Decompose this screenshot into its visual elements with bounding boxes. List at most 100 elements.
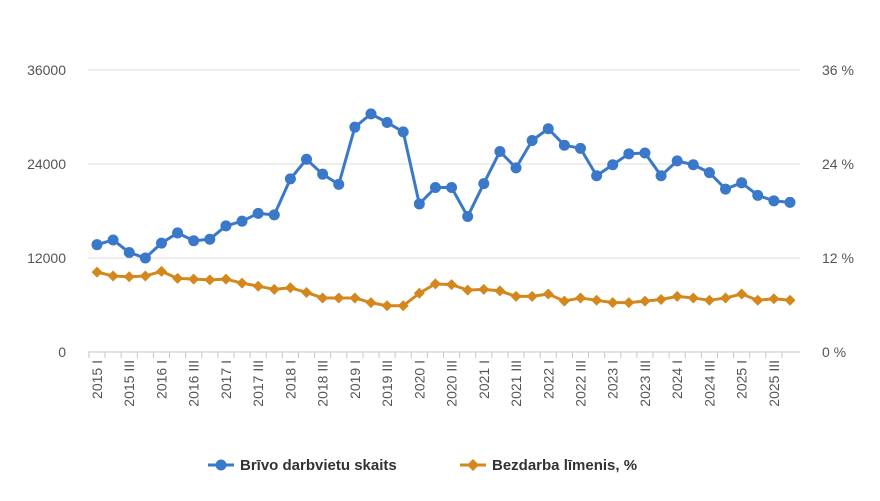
data-point-vacancies[interactable] — [526, 135, 538, 146]
x-axis-tick-label: 2019 I — [347, 360, 363, 399]
data-point-vacancies[interactable] — [478, 178, 490, 190]
data-point-unemployment[interactable] — [703, 294, 715, 306]
data-point-vacancies[interactable] — [784, 196, 796, 208]
data-point-unemployment[interactable] — [397, 300, 409, 312]
legend-label-vacancies: Brīvo darbvietu skaits — [240, 457, 397, 474]
data-point-unemployment[interactable] — [639, 295, 651, 307]
data-point-unemployment[interactable] — [429, 278, 441, 290]
data-point-unemployment[interactable] — [107, 270, 119, 282]
data-point-vacancies[interactable] — [284, 173, 296, 185]
data-point-vacancies[interactable] — [268, 209, 280, 221]
right-axis-tick-label: 24 % — [822, 156, 854, 172]
data-point-vacancies[interactable] — [462, 210, 474, 222]
data-point-unemployment[interactable] — [655, 294, 667, 306]
data-point-vacancies[interactable] — [91, 239, 103, 251]
data-point-unemployment[interactable] — [155, 265, 167, 277]
data-point-vacancies[interactable] — [365, 108, 377, 120]
data-point-vacancies[interactable] — [607, 159, 619, 171]
data-point-vacancies[interactable] — [252, 207, 264, 219]
data-point-vacancies[interactable] — [317, 168, 329, 180]
data-point-unemployment[interactable] — [526, 290, 538, 302]
data-point-unemployment[interactable] — [574, 292, 586, 304]
data-point-unemployment[interactable] — [784, 294, 796, 306]
data-point-unemployment[interactable] — [671, 290, 683, 302]
data-point-vacancies[interactable] — [623, 148, 635, 160]
data-point-vacancies[interactable] — [542, 123, 554, 135]
data-point-unemployment[interactable] — [413, 287, 425, 299]
data-point-unemployment[interactable] — [188, 273, 200, 285]
data-point-vacancies[interactable] — [655, 170, 667, 182]
data-point-unemployment[interactable] — [284, 282, 296, 294]
data-point-vacancies[interactable] — [446, 182, 458, 193]
data-point-unemployment[interactable] — [768, 293, 780, 305]
data-point-vacancies[interactable] — [123, 247, 135, 259]
data-point-unemployment[interactable] — [123, 271, 135, 283]
data-point-vacancies[interactable] — [752, 189, 764, 201]
data-point-unemployment[interactable] — [478, 283, 490, 295]
x-axis-tick-label: 2016 I — [153, 360, 169, 399]
data-point-unemployment[interactable] — [268, 283, 280, 295]
x-axis: 2015 I 2015 III 2016 I 2016 III 2017 I 2017 I… — [88, 351, 800, 407]
data-point-vacancies[interactable] — [172, 227, 184, 239]
data-point-unemployment[interactable] — [542, 288, 554, 300]
data-point-vacancies[interactable] — [671, 155, 683, 167]
data-point-vacancies[interactable] — [139, 252, 151, 264]
data-point-vacancies[interactable] — [381, 116, 393, 128]
data-point-unemployment[interactable] — [204, 274, 216, 286]
data-point-vacancies[interactable] — [349, 121, 361, 133]
data-point-unemployment[interactable] — [220, 273, 232, 285]
data-point-vacancies[interactable] — [155, 237, 167, 249]
data-point-vacancies[interactable] — [574, 142, 586, 154]
data-point-vacancies[interactable] — [429, 182, 441, 193]
data-point-vacancies[interactable] — [107, 234, 119, 246]
data-point-vacancies[interactable] — [687, 159, 699, 171]
data-point-unemployment[interactable] — [139, 270, 151, 282]
data-point-unemployment[interactable] — [720, 292, 732, 304]
data-point-vacancies[interactable] — [333, 178, 345, 190]
data-point-vacancies[interactable] — [236, 215, 248, 227]
left-axis-tick-label: 36000 — [27, 62, 66, 78]
legend-item-unemployment[interactable]: Bezdarba līmenis, % — [460, 457, 637, 474]
data-point-unemployment[interactable] — [381, 300, 393, 312]
data-point-vacancies[interactable] — [591, 170, 603, 182]
data-point-unemployment[interactable] — [252, 280, 264, 292]
data-point-vacancies[interactable] — [204, 233, 216, 245]
data-point-unemployment[interactable] — [607, 297, 619, 309]
data-point-vacancies[interactable] — [639, 147, 651, 159]
data-point-unemployment[interactable] — [736, 288, 748, 300]
data-point-unemployment[interactable] — [558, 295, 570, 307]
data-point-unemployment[interactable] — [172, 272, 184, 284]
legend-diamond-icon — [467, 459, 479, 471]
data-point-vacancies[interactable] — [768, 195, 780, 207]
data-point-vacancies[interactable] — [413, 198, 425, 210]
data-point-unemployment[interactable] — [301, 286, 313, 298]
data-point-vacancies[interactable] — [494, 145, 506, 157]
data-point-unemployment[interactable] — [591, 294, 603, 306]
data-point-unemployment[interactable] — [462, 284, 474, 296]
data-point-unemployment[interactable] — [446, 279, 458, 291]
data-point-vacancies[interactable] — [703, 167, 715, 179]
data-point-vacancies[interactable] — [510, 162, 522, 174]
data-point-vacancies[interactable] — [220, 220, 232, 232]
series-line-vacancies — [96, 112, 791, 260]
data-point-vacancies[interactable] — [736, 177, 748, 189]
data-point-unemployment[interactable] — [91, 266, 103, 278]
data-point-vacancies[interactable] — [188, 235, 200, 247]
data-point-unemployment[interactable] — [687, 292, 699, 304]
legend-item-vacancies[interactable]: Brīvo darbvietu skaits — [208, 457, 397, 474]
x-axis-tick-label: 2018 I — [282, 360, 298, 399]
data-point-unemployment[interactable] — [349, 292, 361, 304]
data-point-unemployment[interactable] — [510, 290, 522, 302]
data-point-unemployment[interactable] — [317, 292, 329, 304]
data-point-vacancies[interactable] — [301, 153, 313, 165]
data-point-vacancies[interactable] — [720, 183, 732, 195]
data-point-unemployment[interactable] — [333, 292, 345, 304]
data-point-unemployment[interactable] — [752, 294, 764, 306]
data-point-vacancies[interactable] — [397, 126, 409, 138]
x-axis-tick-label: 2022 III — [572, 360, 588, 407]
data-point-vacancies[interactable] — [558, 139, 570, 151]
data-point-unemployment[interactable] — [494, 285, 506, 297]
data-point-unemployment[interactable] — [365, 297, 377, 309]
data-point-unemployment[interactable] — [623, 297, 635, 309]
data-point-unemployment[interactable] — [236, 277, 248, 289]
